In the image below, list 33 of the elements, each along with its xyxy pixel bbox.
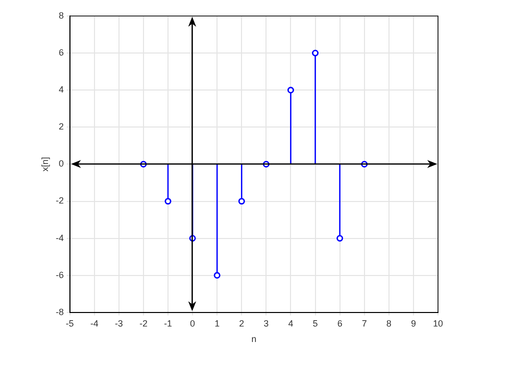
x-axis-title: n xyxy=(251,334,256,344)
x-tick-label: 8 xyxy=(386,318,392,328)
point xyxy=(214,272,220,279)
x-tick-label: 4 xyxy=(288,318,294,328)
x-tick-label: -5 xyxy=(66,318,74,328)
x-tick-label: 3 xyxy=(264,318,269,328)
x-tick-label: -3 xyxy=(114,318,123,328)
x-tick-label: -1 xyxy=(164,318,172,328)
y-axis-title: x[n] xyxy=(40,156,50,172)
x-tick-label: 1 xyxy=(214,318,220,328)
y-tick-label: -8 xyxy=(56,306,64,317)
point xyxy=(336,235,344,242)
y-tick-label: 6 xyxy=(58,48,64,58)
x-tick-label: 2 xyxy=(239,318,244,328)
x-tick-label: -2 xyxy=(139,318,148,328)
x-tick-label: 9 xyxy=(410,318,416,328)
x-tick-label: 7 xyxy=(362,318,367,328)
y-tick-label: -4 xyxy=(56,232,64,243)
x-tick-label: 10 xyxy=(432,318,444,328)
y-tick-label: 2 xyxy=(58,122,64,132)
point xyxy=(164,198,172,205)
point xyxy=(238,198,245,205)
y-tick-label: -2 xyxy=(56,196,64,206)
y-tick-label: 4 xyxy=(58,84,64,95)
y-tick-label: -6 xyxy=(56,270,64,280)
point xyxy=(312,50,319,56)
y-tick-label: 0 xyxy=(58,158,64,169)
point xyxy=(287,86,294,94)
x-tick-label: 5 xyxy=(312,318,318,328)
x-tick-label: 6 xyxy=(337,318,342,328)
y-tick-label: 8 xyxy=(58,10,64,20)
x-tick-label: 0 xyxy=(190,318,196,328)
x-tick-label: -4 xyxy=(90,318,98,328)
